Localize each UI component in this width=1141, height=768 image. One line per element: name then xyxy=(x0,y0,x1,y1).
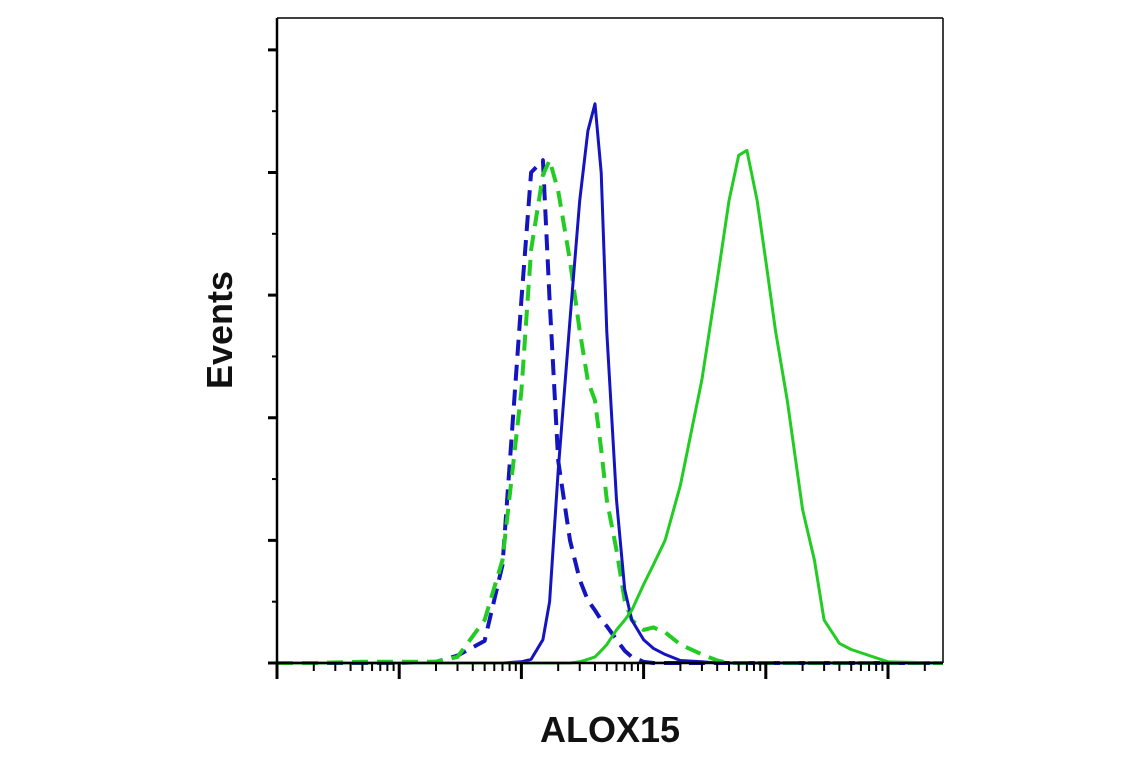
histogram-line xyxy=(277,102,943,665)
y-axis-label: Events xyxy=(199,271,240,389)
x-axis-label: ALOX15 xyxy=(540,709,680,750)
